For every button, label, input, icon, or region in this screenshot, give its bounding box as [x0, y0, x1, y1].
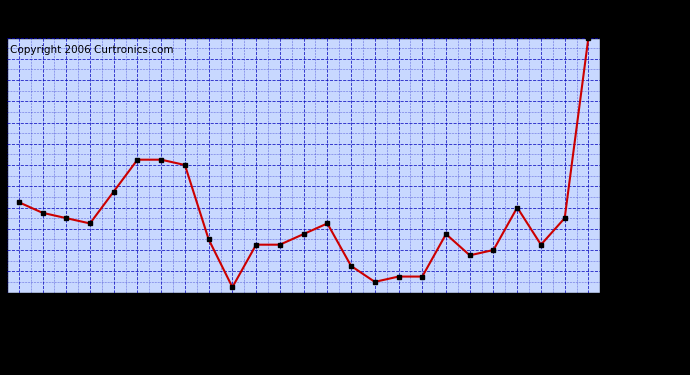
Text: Copyright 2006 Curtronics.com: Copyright 2006 Curtronics.com [10, 45, 173, 55]
Title: Outdoor Humidity (Last 24 Hours) Fri Apr 14 00:00: Outdoor Humidity (Last 24 Hours) Fri Apr… [43, 18, 564, 36]
